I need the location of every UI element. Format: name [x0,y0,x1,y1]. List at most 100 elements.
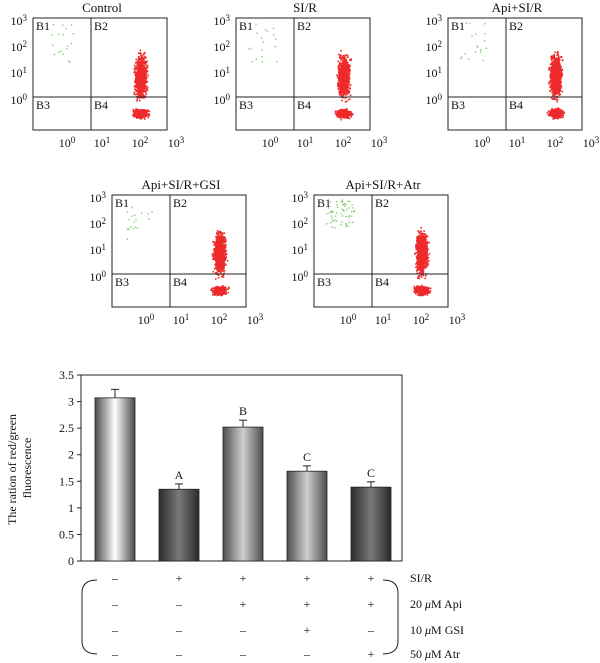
event-dot [341,71,343,73]
event-dot [223,257,225,260]
event-dot [145,67,147,70]
quadrant-label: B3 [451,98,465,112]
event-dot [344,93,346,95]
event-dot [557,117,559,120]
event-dot [338,53,340,56]
event-dot [133,112,135,115]
event-dot [346,77,348,80]
event-dot [342,94,345,96]
event-dot [553,110,555,112]
event-dot [555,93,558,95]
event-dot [550,74,553,76]
event-dot [138,56,140,58]
event-dot [216,246,218,249]
event-dot [137,71,140,74]
event-dot [560,86,563,88]
event-dot [551,56,553,59]
event-dot [223,267,225,269]
y-tick-label-base: 10 [11,14,23,28]
event-dot [550,59,553,61]
x-tick-label-base: 10 [262,136,274,150]
event-dot [344,72,346,75]
event-dot [554,74,556,76]
event-dot [342,82,344,84]
event-dot [214,245,217,248]
event-dot [556,110,559,112]
event-dot [135,58,137,61]
event-dot [224,241,227,243]
event-dot [138,52,141,54]
event-dot [214,258,216,260]
event-dot [555,59,558,61]
event-dot [142,70,145,73]
event-dot [214,252,217,255]
y-tick-label-exp: 0 [226,92,231,102]
x-tick-label-base: 10 [132,136,144,150]
event-dot [559,68,561,70]
event-dot [348,67,350,70]
event-dot [139,79,141,81]
event-dot [140,93,143,96]
event-dot [557,71,560,74]
y-tick-label-base: 10 [214,93,226,107]
event-dot [140,95,143,97]
event-dot [216,267,219,270]
event-dot [552,58,554,60]
event-dot [339,71,341,73]
event-dot [551,55,553,57]
event-dot [553,75,555,77]
scatter-dots [126,206,230,297]
event-dot [138,57,141,60]
event-dot [556,83,558,85]
event-dot [217,263,219,266]
scatter-dots [248,23,354,121]
event-dot [135,114,138,116]
event-dot [218,248,221,250]
event-dot [140,65,143,68]
event-dot [147,110,149,112]
event-dot [347,78,349,81]
event-dot [338,77,341,79]
event-dot [136,78,139,81]
event-dot [344,97,347,99]
event-dot [338,75,341,78]
event-dot [558,110,560,112]
event-dot [137,62,140,65]
event-dot [218,254,220,256]
event-dot [557,86,560,89]
event-dot [558,108,560,110]
event-dot [558,64,561,67]
event-dot [137,70,139,72]
event-dot [342,62,344,64]
event-dot [337,109,339,112]
x-tick-label-base: 10 [547,136,559,150]
event-dot [217,248,219,251]
y-tick-label-base: 10 [11,40,23,54]
event-dot [340,76,343,78]
event-dot [139,86,141,88]
event-dot [139,52,142,54]
event-dot [138,89,141,92]
event-dot [139,93,141,96]
event-dot [141,70,144,73]
event-dot [144,80,146,83]
event-dot [224,254,227,257]
event-dot [346,67,348,69]
event-dot [339,85,342,88]
event-dot [137,82,139,84]
event-dot [482,59,485,62]
event-dot [142,111,144,114]
event-dot [346,88,348,91]
event-dot [143,77,145,79]
x-tick-label-exp: 1 [521,135,526,145]
event-dot [556,68,558,71]
event-dot [342,108,344,111]
event-dot [216,253,219,256]
y-tick-label-exp: 1 [23,65,28,75]
event-dot [558,81,561,84]
event-dot [135,72,137,74]
event-dot [219,267,222,269]
event-dot [215,265,217,267]
event-dot [221,258,223,261]
event-dot [217,233,220,235]
